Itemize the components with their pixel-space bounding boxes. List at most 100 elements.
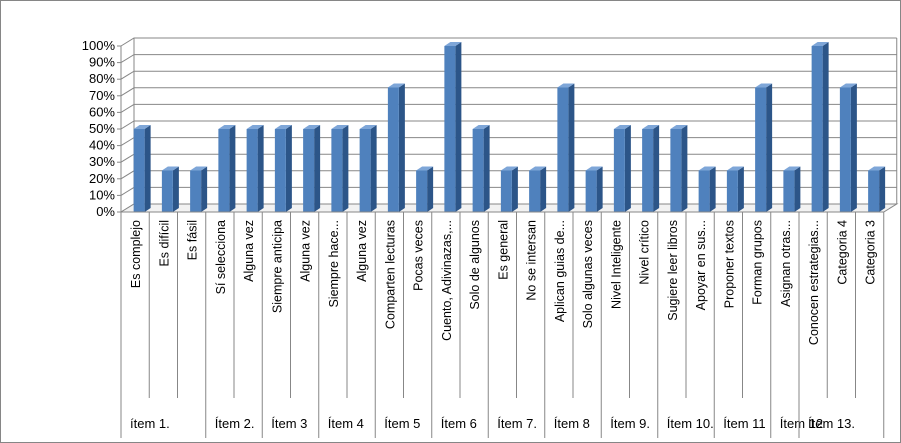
bar-top <box>613 125 631 129</box>
bar <box>613 125 631 212</box>
bar-front <box>868 170 880 212</box>
gridline <box>120 137 897 147</box>
y-tick-label: 60% <box>89 104 115 119</box>
category-label: Es general <box>496 220 510 280</box>
bar-front <box>670 129 682 212</box>
bar-front <box>783 170 795 212</box>
group-label: ítem 1. <box>130 416 170 431</box>
bar-front <box>218 129 230 212</box>
bar <box>161 166 179 212</box>
bar-top <box>331 125 349 129</box>
bar-front <box>274 129 286 212</box>
bar-side <box>229 125 236 212</box>
group-label: Ítem 6 <box>441 416 477 431</box>
bar-top <box>416 166 434 171</box>
bar-side <box>879 166 886 212</box>
bar-side <box>568 83 575 212</box>
bar-top <box>755 83 773 88</box>
bar-side <box>822 42 829 212</box>
bar <box>529 166 547 212</box>
bar <box>642 125 660 212</box>
bar-side <box>483 125 490 212</box>
bar-side <box>766 83 773 212</box>
bar-front <box>726 170 738 212</box>
group-label: Ítem 2. <box>215 416 255 431</box>
category-label: Nivel crítico <box>638 220 652 285</box>
category-label: Siempre anticipa <box>270 220 284 313</box>
bar-front <box>839 87 851 212</box>
bar <box>755 83 773 212</box>
bar-side <box>681 125 688 212</box>
bar-side <box>285 125 292 212</box>
bar-side <box>653 125 660 212</box>
category-label: Sí selecciona <box>214 220 228 294</box>
category-label: Proponer textos <box>722 220 736 308</box>
bar-front <box>331 129 343 212</box>
bar-side <box>314 125 321 212</box>
category-label: Es fásil <box>186 220 200 260</box>
group-label: Ítem 8 <box>554 416 590 431</box>
category-label: Alguna vez <box>242 220 256 282</box>
bar-side <box>709 166 716 212</box>
bar-side <box>511 166 518 212</box>
bar-top <box>557 83 575 88</box>
bar-side <box>737 166 744 212</box>
y-tick-label: 90% <box>89 55 115 70</box>
bar-front <box>642 129 654 212</box>
bar <box>274 125 292 212</box>
y-tick-label: 80% <box>89 71 115 86</box>
bar <box>839 83 857 212</box>
bar-top <box>868 166 886 171</box>
bar-top <box>726 166 744 171</box>
bar-top <box>783 166 801 171</box>
category-label: Alguna vez <box>299 220 313 282</box>
bar <box>670 125 688 212</box>
bar-top <box>642 125 660 129</box>
bar-top <box>529 166 547 171</box>
group-labels: ítem 1. Ítem 2. Ítem 3 Ítem 4 Ítem 5 Ítem 6 Ít… <box>130 416 855 431</box>
bar-top <box>133 125 151 129</box>
bar-front <box>444 46 456 212</box>
group-label: Ítem 7. <box>497 416 537 431</box>
y-tick-label: 30% <box>89 154 115 169</box>
bar-front <box>585 170 597 212</box>
gridline <box>120 54 897 64</box>
category-label: Forman grupos <box>751 220 765 305</box>
category-label: Es complejo <box>129 220 143 288</box>
gridline <box>120 70 897 80</box>
group-label: Ítem 5 <box>384 416 420 431</box>
y-tick-label: 40% <box>89 138 115 153</box>
bar <box>472 125 490 212</box>
group-label: Ítem 3 <box>271 416 307 431</box>
category-label: Apoyar en sus... <box>694 220 708 310</box>
bar-front <box>387 87 399 212</box>
group-label: Ítem 9. <box>610 416 650 431</box>
bar-top <box>303 125 321 129</box>
bar-top <box>246 125 264 129</box>
group-label: Ítem 4 <box>328 416 364 431</box>
category-label: Solo algunas veces <box>581 220 595 328</box>
category-labels: Es complejo Es difícil Es fásil Sí seleccio… <box>129 220 878 345</box>
category-label: Comparten lecturas <box>383 220 397 329</box>
category-label: No se intersan <box>525 220 539 301</box>
bar-top <box>161 166 179 171</box>
bar-top <box>670 125 688 129</box>
bar-top <box>444 42 462 46</box>
bar-front <box>303 129 315 212</box>
bar-top <box>500 166 518 171</box>
bar-top <box>218 125 236 129</box>
y-tick-labels: 0% 10%20% 30%40% 50% 60%70% 80%90% 100% <box>82 38 116 219</box>
category-label: Alguna vez <box>355 220 369 282</box>
category-label: Siempre hace... <box>327 220 341 308</box>
bar-front <box>133 129 145 212</box>
bar-side <box>398 83 405 212</box>
category-label: Nivel Inteligente <box>609 220 623 309</box>
category-label: Aplican guias de... <box>553 220 567 322</box>
bar-side <box>427 166 434 212</box>
bar-front <box>190 170 202 212</box>
y-tick-label: 0% <box>96 204 115 219</box>
bar <box>444 42 462 212</box>
bar <box>811 42 829 212</box>
